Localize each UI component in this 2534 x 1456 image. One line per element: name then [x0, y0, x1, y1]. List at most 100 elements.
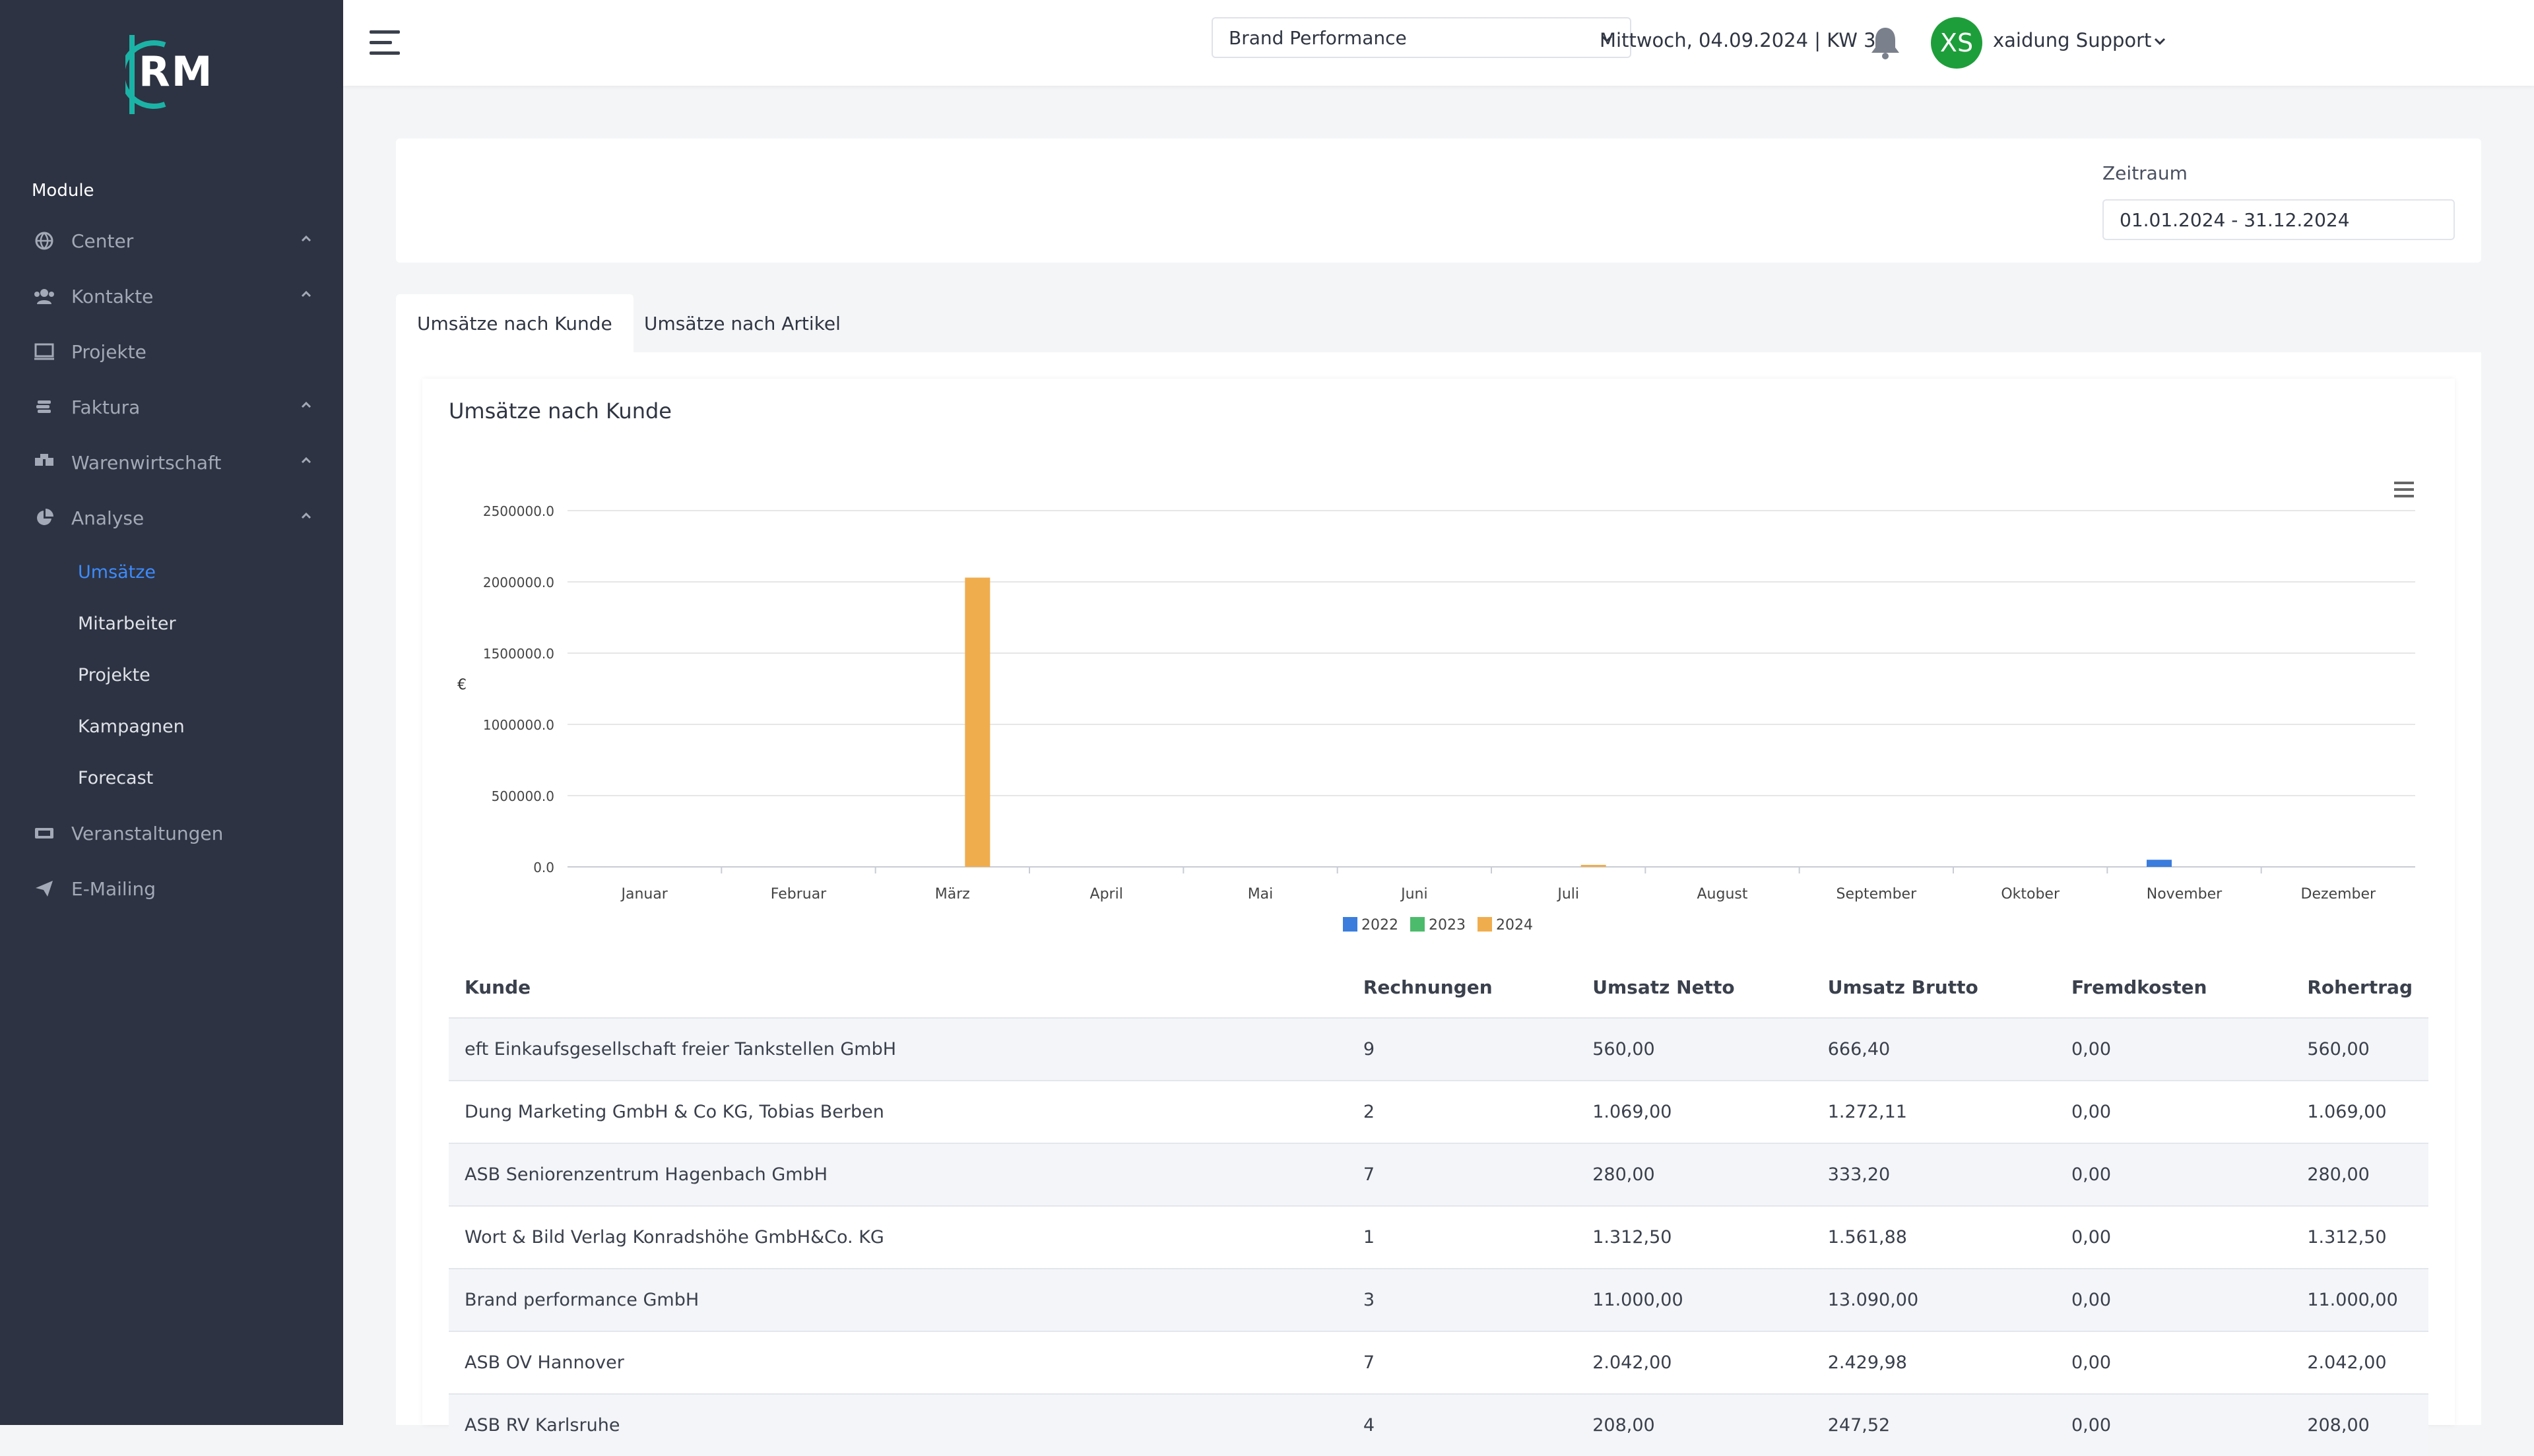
logo-icon — [125, 35, 166, 114]
table-row[interactable]: ASB RV Karlsruhe 4 208,00 247,52 0,00 20… — [449, 1393, 2428, 1456]
col-fremdkosten[interactable]: Fremdkosten — [2071, 976, 2207, 998]
y-tick-label: 2500000.0 — [483, 503, 554, 519]
cell-rechnungen: 1 — [1347, 1205, 1577, 1269]
cell-umsatz-netto: 2.042,00 — [1576, 1331, 1812, 1394]
cell-umsatz-netto: 280,00 — [1576, 1143, 1812, 1206]
sidebar-item-faktura[interactable]: Faktura — [32, 391, 315, 424]
sidebar-item-label: Warenwirtschaft — [71, 451, 222, 474]
legend-label-2023: 2023 — [1429, 917, 1466, 934]
hamburger-menu-icon[interactable] — [370, 28, 403, 58]
sidebar-subitem-mitarbeiter[interactable]: Mitarbeiter — [78, 614, 176, 634]
x-tick-label: September — [1836, 886, 1918, 902]
customer-revenue-table: Kunde Rechnungen Umsatz Netto Umsatz Bru… — [449, 957, 2428, 1456]
date-range-input[interactable]: 01.01.2024 - 31.12.2024 — [2102, 199, 2455, 240]
cell-rechnungen: 7 — [1347, 1143, 1577, 1206]
sidebar-item-label: Projekte — [71, 340, 146, 363]
x-tick-label: Juli — [1556, 886, 1579, 902]
sidebar-item-warenwirtschaft[interactable]: Warenwirtschaft — [32, 446, 315, 479]
x-tick-label: Januar — [620, 886, 668, 902]
x-tick-label: März — [935, 886, 970, 902]
sidebar-item-kontakte[interactable]: Kontakte — [32, 280, 315, 313]
col-umsatz-netto[interactable]: Umsatz Netto — [1592, 976, 1735, 998]
tab-umsaetze-nach-kunde[interactable]: Umsätze nach Kunde — [396, 294, 634, 352]
cell-umsatz-netto: 1.312,50 — [1576, 1205, 1812, 1269]
sidebar-subitem-projekte[interactable]: Projekte — [78, 665, 150, 685]
cell-rechnungen: 7 — [1347, 1331, 1577, 1394]
col-kunde[interactable]: Kunde — [465, 976, 531, 998]
y-tick-label: 1000000.0 — [483, 717, 554, 733]
cell-umsatz-brutto: 13.090,00 — [1811, 1268, 2056, 1331]
legend-swatch-2024 — [1478, 917, 1492, 932]
company-select[interactable]: Brand Performance — [1212, 17, 1631, 58]
sidebar-section-title: Module — [32, 181, 94, 201]
cell-umsatz-netto: 1.069,00 — [1576, 1080, 1812, 1143]
sidebar-subitem-forecast[interactable]: Forecast — [78, 768, 154, 788]
topbar — [343, 0, 2534, 86]
cell-umsatz-brutto: 333,20 — [1811, 1143, 2056, 1206]
sidebar-item-analyse[interactable]: Analyse — [32, 501, 315, 534]
bell-icon[interactable] — [1869, 25, 1902, 61]
x-tick-label: Februar — [771, 886, 827, 902]
chart-menu-icon[interactable] — [2394, 482, 2414, 497]
table-header-row: Kunde Rechnungen Umsatz Netto Umsatz Bru… — [449, 957, 2428, 1018]
sidebar-item-veranstaltungen[interactable]: Veranstaltungen — [32, 817, 315, 850]
sidebar-subitem-umsaetze[interactable]: Umsätze — [78, 562, 156, 583]
table-row[interactable]: Wort & Bild Verlag Konradshöhe GmbH&Co. … — [449, 1205, 2428, 1269]
table-row[interactable]: Dung Marketing GmbH & Co KG, Tobias Berb… — [449, 1080, 2428, 1143]
bar-2024-März — [965, 577, 991, 867]
y-tick-label: 500000.0 — [492, 788, 554, 804]
cell-rohertrag: 208,00 — [2291, 1393, 2428, 1456]
sidebar-item-label: Analyse — [71, 507, 145, 529]
sidebar-item-label: Center — [71, 230, 134, 252]
col-rohertrag[interactable]: Rohertrag — [2307, 976, 2413, 998]
table-row[interactable]: Brand performance GmbH 3 11.000,00 13.09… — [449, 1268, 2428, 1331]
cell-rohertrag: 1.312,50 — [2291, 1205, 2428, 1269]
sidebar-item-e-mailing[interactable]: E-Mailing — [32, 872, 315, 905]
cell-rohertrag: 11.000,00 — [2291, 1268, 2428, 1331]
sidebar-item-center[interactable]: Center — [32, 224, 315, 257]
chevron-up-icon — [301, 457, 311, 464]
cell-fremdkosten: 0,00 — [2055, 1331, 2292, 1394]
user-name[interactable]: xaidung Support — [1993, 29, 2152, 51]
sidebar-item-label: Kontakte — [71, 285, 154, 307]
legend-swatch-2022 — [1343, 917, 1357, 932]
revenue-bar-chart: 0.0 500000.0 1000000.0 1500000.0 2000000.0 25… — [457, 482, 2415, 934]
col-rechnungen[interactable]: Rechnungen — [1363, 976, 1493, 998]
monitor-icon — [32, 339, 57, 364]
sidebar-item-projekte[interactable]: Projekte — [32, 335, 315, 368]
chevron-down-icon[interactable] — [2153, 34, 2167, 49]
chevron-up-icon — [301, 235, 311, 242]
sidebar-subitem-kampagnen[interactable]: Kampagnen — [78, 716, 185, 737]
cell-kunde: ASB RV Karlsruhe — [449, 1393, 1348, 1456]
x-tick-label: April — [1090, 886, 1123, 902]
cell-rechnungen: 4 — [1347, 1393, 1577, 1456]
x-tick-label: August — [1697, 886, 1748, 902]
table-row[interactable]: eft Einkaufsgesellschaft freier Tankstel… — [449, 1017, 2428, 1081]
cell-kunde: eft Einkaufsgesellschaft freier Tankstel… — [449, 1017, 1348, 1081]
cell-rohertrag: 1.069,00 — [2291, 1080, 2428, 1143]
y-tick-label: 2000000.0 — [483, 575, 554, 590]
pie-chart-icon — [32, 505, 57, 530]
cell-fremdkosten: 0,00 — [2055, 1017, 2292, 1081]
cell-kunde: Dung Marketing GmbH & Co KG, Tobias Berb… — [449, 1080, 1348, 1143]
col-umsatz-brutto[interactable]: Umsatz Brutto — [1827, 976, 1978, 998]
legend-label-2024: 2024 — [1496, 917, 1533, 934]
legend-label-2022: 2022 — [1361, 917, 1398, 934]
send-icon — [32, 876, 57, 901]
chevron-down-icon — [1601, 35, 1613, 43]
boxes-icon — [32, 450, 57, 475]
cell-fremdkosten: 0,00 — [2055, 1143, 2292, 1206]
avatar[interactable]: XS — [1931, 17, 1982, 69]
sidebar-item-label: E-Mailing — [71, 877, 156, 900]
cell-rohertrag: 280,00 — [2291, 1143, 2428, 1206]
cell-fremdkosten: 0,00 — [2055, 1205, 2292, 1269]
cell-fremdkosten: 0,00 — [2055, 1080, 2292, 1143]
legend-swatch-2023 — [1410, 917, 1425, 932]
table-row[interactable]: ASB Seniorenzentrum Hagenbach GmbH 7 280… — [449, 1143, 2428, 1206]
chevron-up-icon — [301, 401, 311, 408]
cell-rechnungen: 9 — [1347, 1017, 1577, 1081]
cell-umsatz-brutto: 2.429,98 — [1811, 1331, 2056, 1394]
company-select-value: Brand Performance — [1229, 26, 1407, 49]
table-row[interactable]: ASB OV Hannover 7 2.042,00 2.429,98 0,00… — [449, 1331, 2428, 1394]
tab-umsaetze-nach-artikel[interactable]: Umsätze nach Artikel — [644, 312, 841, 334]
